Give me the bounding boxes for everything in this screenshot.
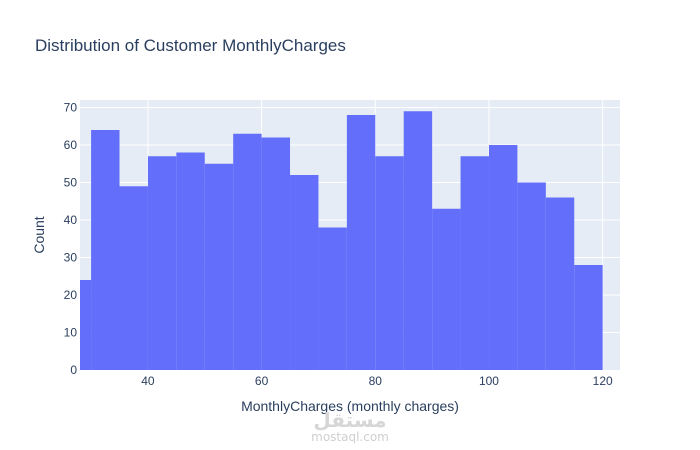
chart-title: Distribution of Customer MonthlyCharges (35, 36, 346, 55)
histogram-bar (346, 115, 376, 370)
y-axis-ticks: 0 10 20 30 40 50 60 70 (64, 101, 78, 378)
y-tick-label: 10 (64, 326, 78, 340)
x-tick-label: 100 (479, 374, 499, 388)
histogram-bar (574, 265, 603, 370)
histogram-bar (488, 145, 518, 370)
x-tick-label: 40 (141, 374, 155, 388)
histogram-bar (517, 182, 546, 370)
y-tick-label: 50 (64, 176, 78, 190)
histogram-bar (545, 197, 575, 370)
histogram-bars (80, 111, 603, 370)
histogram-bar (460, 156, 489, 370)
y-axis-title: Count (31, 216, 47, 253)
histogram-bar (91, 130, 120, 370)
watermark-site: mostaql.com (311, 430, 389, 444)
x-axis-ticks: 40 60 80 100 120 (141, 374, 613, 388)
y-tick-label: 70 (64, 101, 78, 115)
y-tick-label: 60 (64, 138, 78, 152)
y-tick-label: 40 (64, 213, 78, 227)
histogram-bar (80, 280, 92, 370)
histogram-bar (290, 175, 319, 370)
y-tick-label: 0 (70, 363, 77, 377)
histogram-bar (403, 111, 433, 370)
histogram-bar (204, 163, 234, 370)
x-tick-label: 120 (593, 374, 613, 388)
histogram-bar (119, 186, 148, 370)
watermark: مستقل mostaql.com (0, 410, 700, 444)
x-tick-label: 80 (369, 374, 383, 388)
histogram-bar (432, 208, 461, 370)
watermark-logo: مستقل (313, 408, 387, 432)
histogram-bar (375, 156, 404, 370)
histogram-bar (233, 133, 262, 370)
histogram-bar (318, 227, 347, 370)
x-tick-label: 60 (255, 374, 269, 388)
x-axis-title: MonthlyCharges (monthly charges) (241, 398, 459, 414)
histogram-bar (176, 152, 205, 370)
y-tick-label: 30 (64, 251, 78, 265)
histogram-bar (261, 137, 291, 370)
histogram-bar (147, 156, 177, 370)
y-tick-label: 20 (64, 288, 78, 302)
